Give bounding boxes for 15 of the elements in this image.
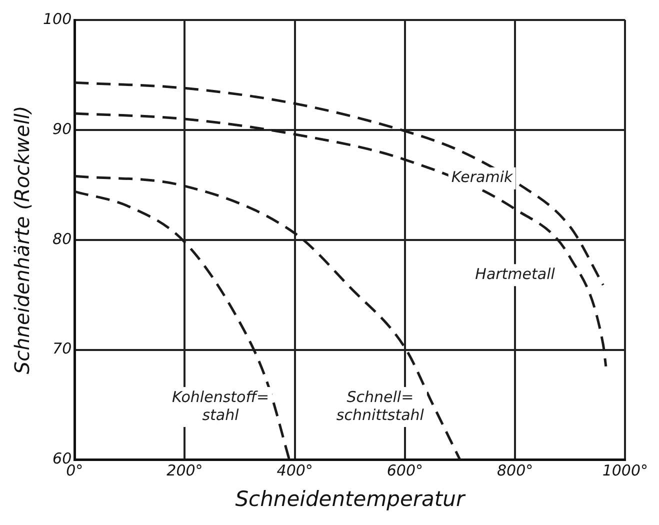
x-tick-label: 400° (276, 462, 313, 480)
y-tick-label: 100 (42, 10, 72, 28)
y-axis-title: Schneidenhärte (Rockwell) (10, 106, 34, 374)
x-tick-label: 200° (166, 462, 203, 480)
series-label: Kohlenstoff= stahl (172, 388, 270, 424)
series-label: Schnell= schnittstahl (336, 388, 425, 424)
y-tick-label: 80 (52, 230, 72, 248)
y-tick-label: 90 (52, 120, 72, 138)
x-tick-label: 800° (496, 462, 534, 480)
x-tick-label: 600° (386, 462, 424, 480)
x-axis-title: Schneidentemperatur (235, 486, 466, 511)
series-label: Keramik (451, 168, 514, 186)
x-tick-label: 1000° (602, 462, 648, 480)
series-label: Hartmetall (475, 264, 556, 283)
y-tick-label: 70 (52, 340, 72, 358)
